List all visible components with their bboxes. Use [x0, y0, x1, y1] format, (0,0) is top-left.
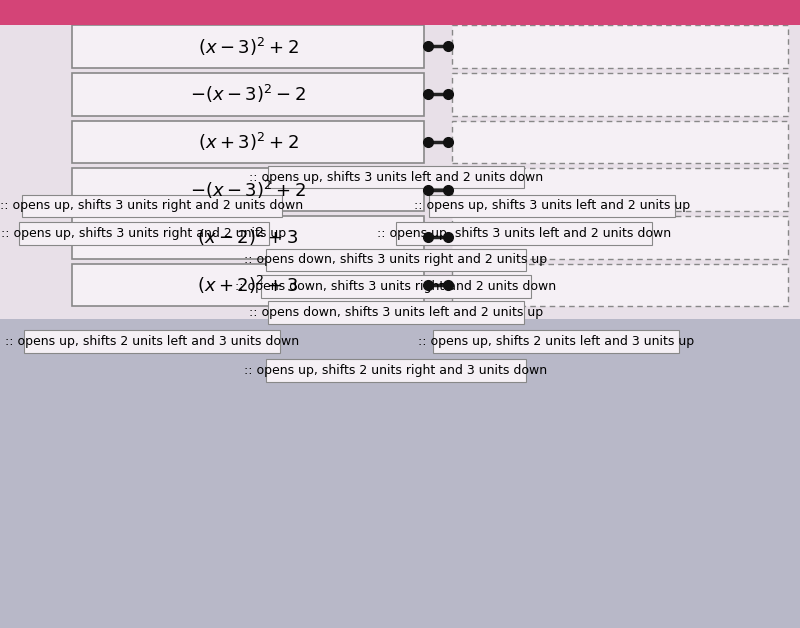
FancyBboxPatch shape: [266, 359, 526, 382]
Text: :: opens up, shifts 2 units right and 3 units down: :: opens up, shifts 2 units right and 3 …: [245, 364, 547, 377]
FancyBboxPatch shape: [452, 73, 788, 116]
FancyBboxPatch shape: [268, 166, 524, 188]
FancyBboxPatch shape: [18, 222, 270, 245]
FancyBboxPatch shape: [452, 25, 788, 68]
Text: :: opens down, shifts 3 units left and 2 units up: :: opens down, shifts 3 units left and 2…: [249, 306, 543, 319]
Text: :: opens up, shifts 3 units left and 2 units up: :: opens up, shifts 3 units left and 2 u…: [414, 200, 690, 212]
FancyBboxPatch shape: [261, 275, 531, 298]
Text: $(x - 2)^2 + 3$: $(x - 2)^2 + 3$: [198, 226, 298, 249]
Text: :: opens up, shifts 3 units right and 2 units up: :: opens up, shifts 3 units right and 2 …: [2, 227, 286, 240]
Text: $-(x - 3)^2 - 2$: $-(x - 3)^2 - 2$: [190, 83, 306, 106]
Text: :: opens down, shifts 3 units right and 2 units down: :: opens down, shifts 3 units right and …: [235, 280, 557, 293]
FancyBboxPatch shape: [433, 330, 679, 353]
Text: :: opens up, shifts 2 units left and 3 units up: :: opens up, shifts 2 units left and 3 u…: [418, 335, 694, 348]
FancyBboxPatch shape: [266, 249, 526, 271]
Text: :: opens up, shifts 3 units left and 2 units down: :: opens up, shifts 3 units left and 2 u…: [377, 227, 671, 240]
FancyBboxPatch shape: [0, 0, 800, 319]
FancyBboxPatch shape: [452, 168, 788, 211]
Text: $(x + 3)^2 + 2$: $(x + 3)^2 + 2$: [198, 131, 298, 153]
Text: $(x + 2)^2 + 3$: $(x + 2)^2 + 3$: [198, 274, 298, 296]
FancyBboxPatch shape: [429, 195, 675, 217]
FancyBboxPatch shape: [72, 25, 424, 68]
FancyBboxPatch shape: [0, 0, 800, 25]
FancyBboxPatch shape: [22, 195, 282, 217]
FancyBboxPatch shape: [0, 319, 800, 628]
FancyBboxPatch shape: [72, 264, 424, 306]
Text: :: opens up, shifts 3 units left and 2 units down: :: opens up, shifts 3 units left and 2 u…: [249, 171, 543, 183]
FancyBboxPatch shape: [72, 121, 424, 163]
Text: :: opens up, shifts 3 units right and 2 units down: :: opens up, shifts 3 units right and 2 …: [1, 200, 303, 212]
FancyBboxPatch shape: [268, 301, 524, 324]
Text: :: opens up, shifts 2 units left and 3 units down: :: opens up, shifts 2 units left and 3 u…: [5, 335, 299, 348]
FancyBboxPatch shape: [452, 264, 788, 306]
Text: :: opens down, shifts 3 units right and 2 units up: :: opens down, shifts 3 units right and …: [245, 254, 547, 266]
FancyBboxPatch shape: [72, 73, 424, 116]
FancyBboxPatch shape: [24, 330, 280, 353]
FancyBboxPatch shape: [72, 168, 424, 211]
Text: $-(x - 3)^2 + 2$: $-(x - 3)^2 + 2$: [190, 178, 306, 201]
FancyBboxPatch shape: [396, 222, 652, 245]
Text: $(x - 3)^2 + 2$: $(x - 3)^2 + 2$: [198, 35, 298, 58]
FancyBboxPatch shape: [452, 216, 788, 259]
FancyBboxPatch shape: [72, 216, 424, 259]
FancyBboxPatch shape: [452, 121, 788, 163]
